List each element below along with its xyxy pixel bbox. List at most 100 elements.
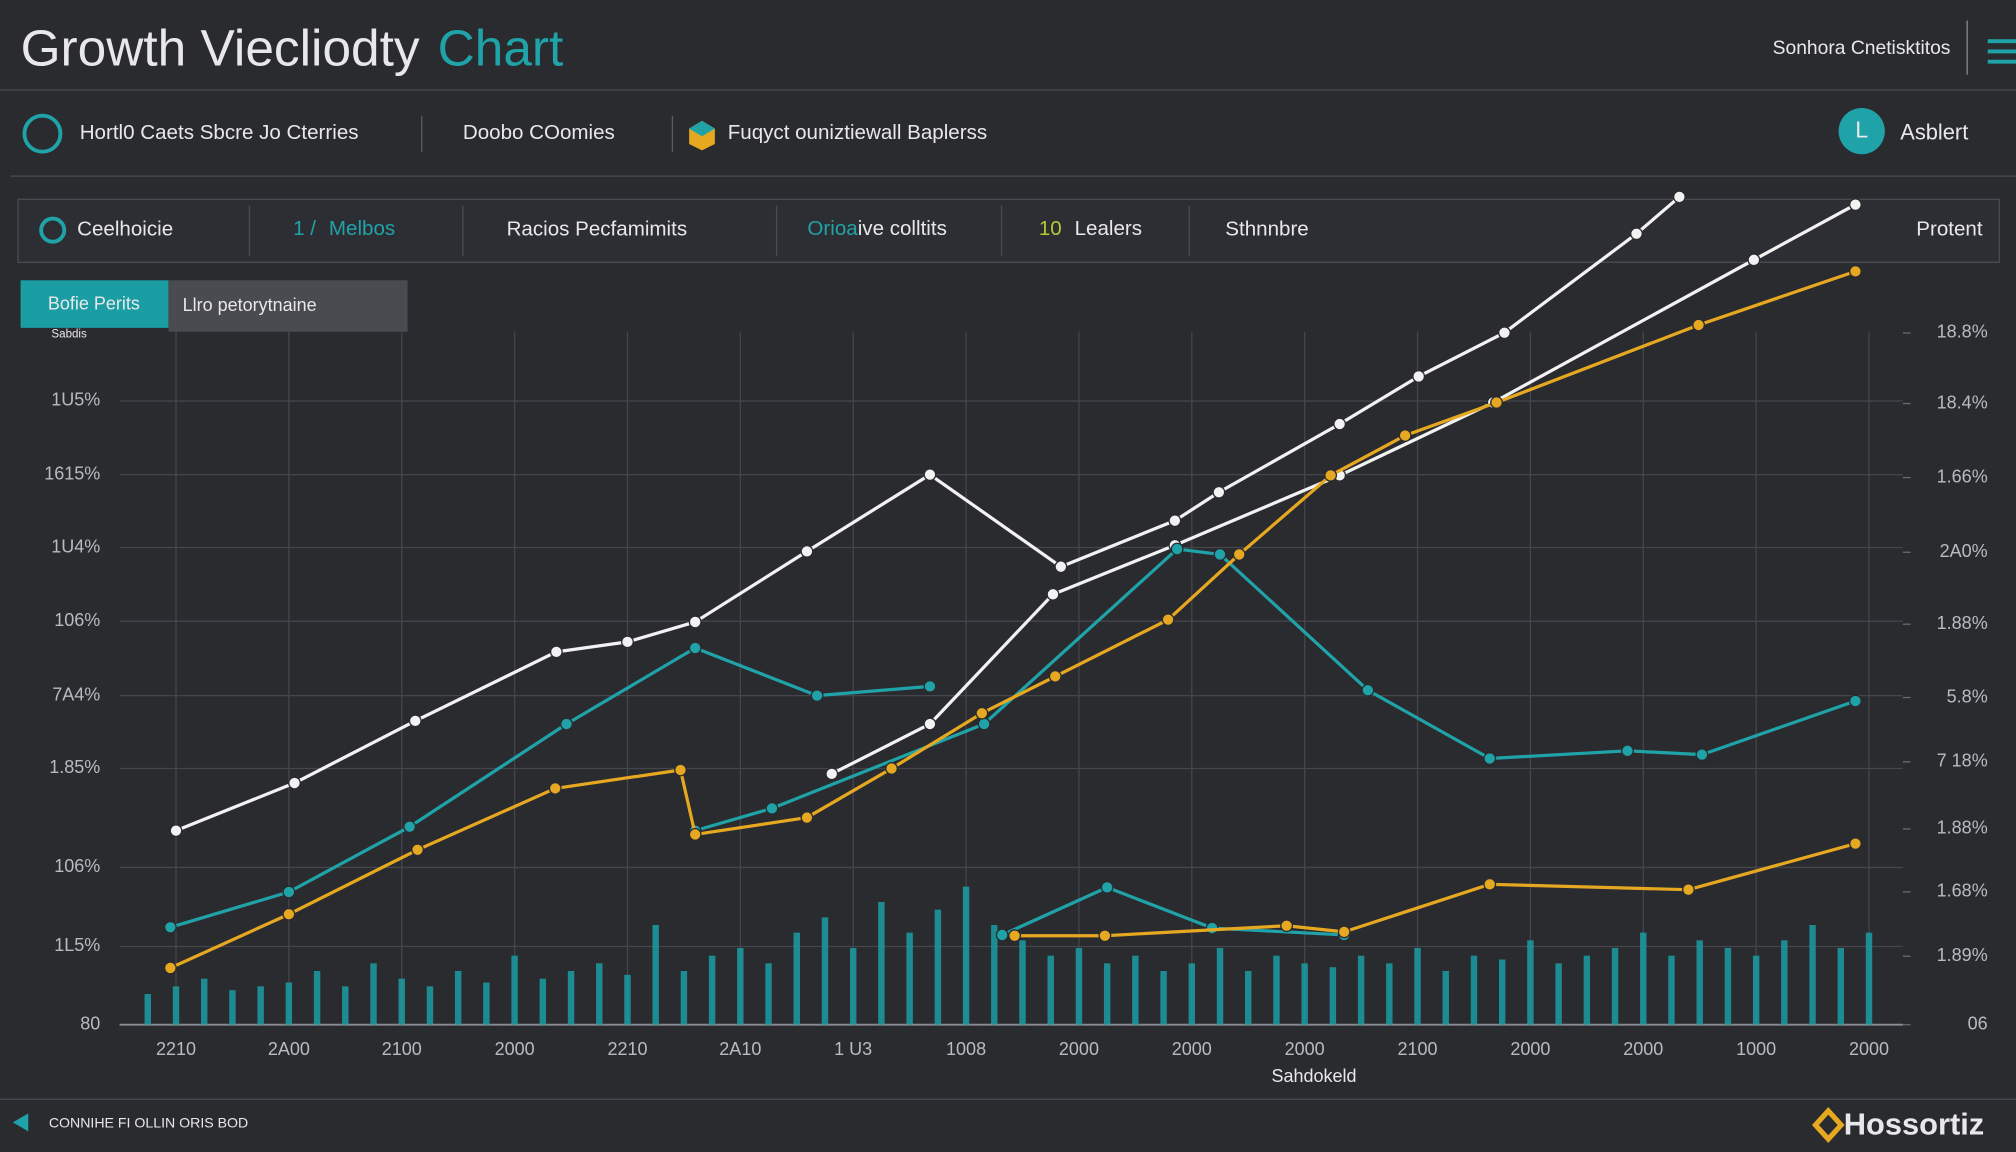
data-point [1747,253,1761,267]
bar [1414,947,1421,1025]
bar [426,986,434,1025]
bar [1809,924,1816,1025]
bar [624,974,631,1025]
y-tick-label: 80 [80,1013,100,1033]
data-point [1100,880,1114,894]
metric-item[interactable]: 10 Lealers [1039,218,1142,241]
user-name[interactable]: Asblert [1900,119,1968,144]
bar [765,963,772,1025]
bar [1527,940,1534,1025]
data-point [549,645,563,659]
metric-accent: Orioa [807,218,858,241]
y2-tick-label: 1.66% [1937,466,1988,486]
y2-tick-label: 1.88% [1937,613,1988,633]
data-point [1849,837,1862,851]
data-point [560,717,573,731]
bar [1640,932,1647,1025]
y2-tick-label: 1.68% [1937,881,1988,901]
metric-right[interactable]: Protent [1916,218,1983,241]
data-point [885,762,899,775]
footer-arrow[interactable] [12,1113,29,1132]
data-point [1621,744,1634,758]
footer-text: CONNIHE FI OLLIN ORIS BOD [49,1114,248,1130]
nav-item[interactable]: Hortl0 Caets Sbcre Jo Cterries [80,121,359,144]
menu-icon[interactable] [1987,39,2016,64]
x-tick-label: 1 U3 [834,1039,872,1059]
x-tick-label: 1008 [946,1039,986,1059]
metric-item[interactable]: Sthnnbre [1225,218,1308,241]
bar [1611,947,1619,1025]
data-point [1695,748,1709,762]
user-badge[interactable] [1838,108,1885,155]
bar [1075,947,1083,1025]
x-tick-label: 2A10 [719,1039,761,1059]
nav-item[interactable]: Doobo COomies [463,121,615,144]
y2-tick-label: 1.89% [1937,945,1988,965]
x-tick-label: 2000 [1172,1039,1212,1059]
bar [737,947,744,1025]
data-point [1212,485,1226,499]
bar [201,978,208,1025]
data-point [1483,752,1497,765]
data-point [1398,429,1412,442]
data-point [1213,548,1227,561]
data-point [1412,370,1426,383]
y-tick-label: 1U4% [51,536,100,556]
bar [1498,959,1506,1025]
metric-item[interactable]: 1 / Melbos [293,218,395,241]
series-line [831,203,1857,776]
x-tick-label: 2100 [382,1039,422,1059]
title-main: Growth Viecliodty [21,18,420,76]
data-point [995,928,1009,942]
bar [821,917,829,1025]
bar [1103,963,1111,1025]
metric-label: Melbos [329,218,395,241]
data-point [1849,198,1862,212]
bar [1583,955,1591,1025]
x-tick-label: 2210 [156,1039,196,1059]
data-point [1681,883,1695,897]
y2-tick-label: 18.8% [1937,322,1988,342]
x-tick-label: 2000 [1059,1039,1099,1059]
bar [1470,955,1478,1025]
bar [1245,971,1252,1025]
metric-item[interactable]: Racios Pecfamimits [507,218,688,241]
bar [1188,963,1196,1025]
bar [567,971,575,1025]
tab-active[interactable] [20,280,169,328]
bar [172,986,180,1025]
data-point [1361,683,1375,697]
series-line [694,547,1856,833]
y2-tick-label: 2A0% [1940,541,1988,561]
bar [1837,947,1844,1025]
data-point [688,828,702,841]
y2-tick-label: 06 [1968,1013,1988,1033]
data-point [1098,929,1112,943]
data-point [977,717,991,731]
tab-inactive[interactable] [168,280,408,332]
bar [1724,947,1732,1025]
top-right-label[interactable]: Sonhora Cnetisktitos [1773,38,1951,59]
logo-icon [1811,1107,1845,1143]
data-point [923,717,937,731]
data-point [1490,396,1503,409]
data-point [1054,560,1068,574]
title-accent: Chart [438,18,564,76]
data-point [1337,925,1351,939]
metric-item[interactable]: Orioaive colltits [807,218,946,241]
cube-top [689,120,715,137]
data-point [411,843,424,857]
bar [1752,955,1760,1025]
metric-item[interactable]: Ceelhoicie [77,218,173,241]
x-tick-label: 2210 [607,1039,647,1059]
bar [906,932,913,1025]
y-axis-label: Sabdis [51,328,87,340]
x-tick-label: 1000 [1736,1039,1776,1059]
bar [708,955,716,1025]
nav-item[interactable]: Fuqyct ouniztiewall Baplerss [728,121,987,144]
data-point [1168,514,1182,528]
metric-icon [39,216,67,244]
data-point [923,468,937,482]
